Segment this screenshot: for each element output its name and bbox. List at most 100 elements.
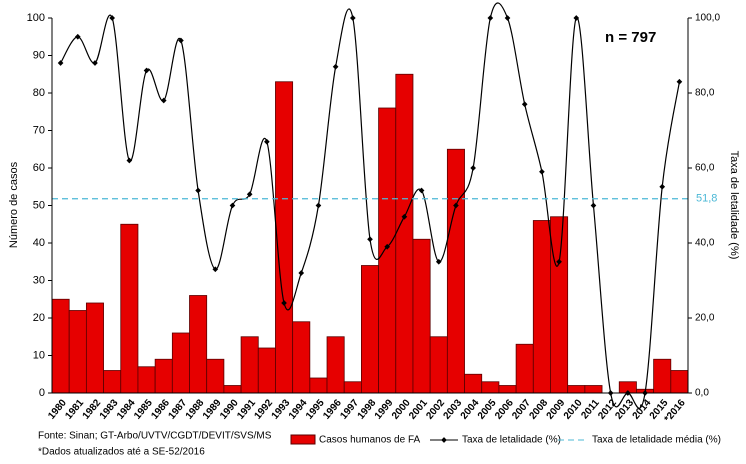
line-marker [57, 60, 64, 66]
bar [343, 381, 362, 394]
legend-label: Taxa de letalidade (%) [462, 435, 561, 446]
bar [670, 370, 689, 394]
bar [154, 358, 173, 394]
line-marker [590, 202, 597, 209]
x-tick-label: 2001 [407, 397, 430, 421]
line-marker [659, 183, 666, 190]
legend-label: Casos humanos de FA [319, 435, 420, 446]
bar [223, 385, 242, 394]
legend-label: Taxa de letalidade média (%) [592, 435, 721, 446]
y2-tick-label: 0,0 [695, 388, 709, 399]
x-tick-label: 2008 [527, 397, 550, 421]
line-marker [453, 202, 459, 209]
x-tick-label: 1980 [46, 397, 69, 421]
mean-label: 51,8 [696, 193, 717, 205]
bar [189, 295, 208, 394]
y-tick-label: 10 [33, 349, 45, 361]
x-tick-label: 1991 [235, 397, 258, 421]
y2-tick-label: 80,0 [695, 88, 715, 99]
bar [653, 358, 672, 394]
bar [309, 377, 328, 394]
x-tick-label: 1981 [63, 397, 86, 421]
bar [120, 223, 139, 394]
bar [275, 81, 294, 394]
y-tick-label: 20 [33, 312, 45, 324]
line-marker [143, 67, 150, 74]
x-tick-label: 1986 [149, 397, 172, 421]
x-tick-label: 1994 [287, 397, 310, 421]
bar [240, 336, 259, 394]
y2-axis-title: Taxa de letalidade (%) [728, 151, 740, 260]
y-tick-label: 100 [27, 12, 45, 24]
bar [584, 385, 603, 394]
x-tick-label: 1998 [356, 397, 379, 421]
x-tick-label: 1990 [218, 397, 241, 421]
x-tick-label: 2012 [596, 397, 619, 421]
x-tick-label: 2005 [476, 397, 499, 421]
x-tick-label: 1996 [321, 397, 344, 421]
bar [68, 310, 87, 394]
line-marker [160, 97, 167, 104]
x-tick-label: 1993 [270, 397, 293, 421]
source-note: *Dados atualizados até a SE-52/2016 [38, 447, 205, 458]
bar [326, 336, 345, 394]
line-marker [109, 15, 115, 21]
x-tick-label: 2013 [613, 397, 636, 421]
bar [567, 385, 586, 394]
bar [446, 148, 465, 394]
x-tick-label: 2010 [562, 397, 585, 421]
x-tick-label: 1999 [373, 397, 396, 421]
bar [378, 107, 397, 394]
bar [515, 343, 534, 394]
bar [171, 332, 190, 394]
line-marker [332, 63, 339, 70]
line-marker [435, 258, 442, 265]
bar [51, 298, 70, 394]
y-tick-label: 30 [33, 274, 45, 286]
x-tick-label: 1988 [184, 397, 207, 421]
line-marker [367, 236, 373, 243]
x-tick-label: 2009 [545, 397, 568, 421]
x-tick-label: 2000 [390, 397, 413, 421]
x-tick-label: 2002 [424, 397, 447, 421]
bar [481, 381, 500, 394]
line-marker [315, 202, 322, 209]
y2-tick-label: 40,0 [695, 238, 715, 249]
line-marker [539, 168, 545, 175]
x-tick-label: 2004 [459, 397, 482, 421]
line-marker [126, 157, 133, 164]
line-marker [264, 138, 270, 145]
y-tick-label: 70 [33, 124, 45, 136]
line-marker [470, 165, 476, 171]
x-tick-label: 2006 [493, 397, 516, 421]
x-tick-label: 2003 [442, 397, 465, 421]
y2-tick-label: 20,0 [695, 313, 715, 324]
y2-tick-label: 60,0 [695, 163, 715, 174]
y-tick-label: 50 [33, 199, 45, 211]
bar [498, 385, 517, 394]
line-marker [418, 187, 425, 194]
annotation: n = 797 [605, 29, 656, 46]
line-marker [573, 15, 580, 21]
line-marker [556, 258, 562, 265]
y2-tick-label: 100,0 [695, 13, 720, 24]
x-tick-label: 1997 [338, 397, 361, 421]
line-marker [521, 101, 528, 108]
bar [429, 336, 448, 394]
bar [137, 366, 156, 394]
lethality-line [60, 2, 680, 409]
bar [103, 370, 122, 394]
bar [206, 358, 225, 394]
line-marker [676, 78, 683, 85]
line-marker [195, 187, 201, 194]
bar [292, 321, 311, 394]
x-tick-label: 1989 [201, 397, 224, 421]
bar [412, 238, 431, 394]
bar [85, 302, 104, 394]
x-tick-label: 1985 [132, 397, 155, 421]
source-note: Fonte: Sinan; GT-Arbo/UVTV/CGDT/DEVIT/SV… [38, 431, 272, 442]
bar [361, 265, 379, 394]
line-marker [92, 60, 98, 66]
line-marker [281, 300, 287, 306]
